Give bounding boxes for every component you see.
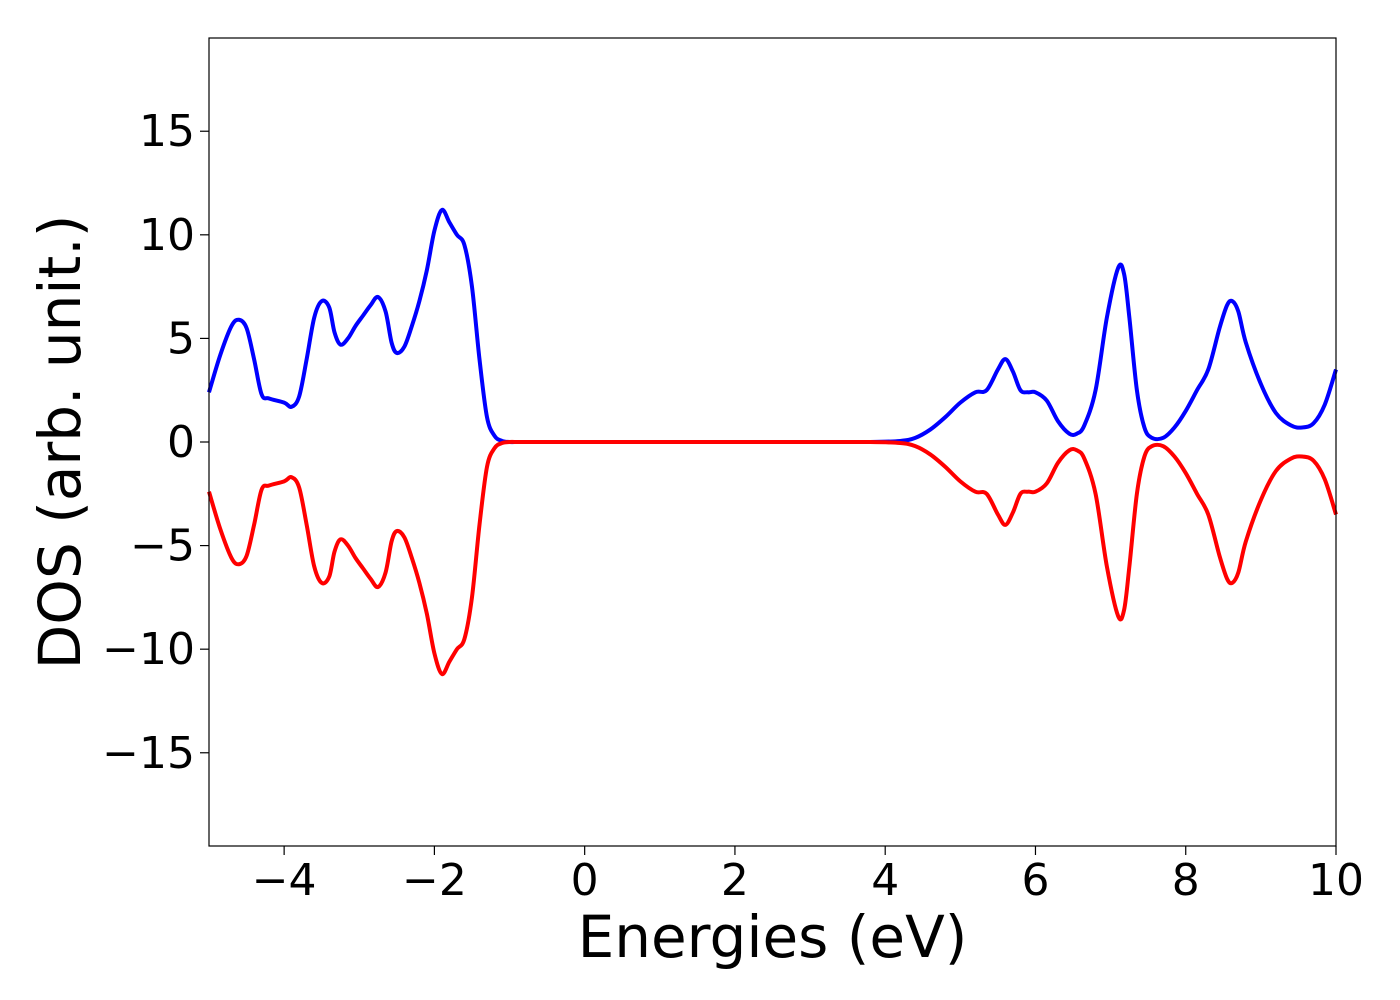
y-tick-label: 5 [167, 313, 195, 364]
tick-layer: −4 −2 0 2 4 6 8 10 −15 −10 −5 0 5 10 15 [102, 106, 1364, 906]
x-tick-label: 4 [871, 855, 899, 906]
x-tick-label: −2 [402, 855, 467, 906]
y-axis-label: DOS (arb. unit.) [26, 215, 94, 670]
x-tick-label: 10 [1308, 855, 1364, 906]
x-tick-label: 6 [1021, 855, 1049, 906]
x-tick-label: 8 [1172, 855, 1200, 906]
y-tick-label: −10 [102, 624, 195, 675]
plot-frame [208, 37, 1337, 847]
x-tick-label: 0 [571, 855, 599, 906]
y-tick-label: −5 [130, 521, 195, 572]
series-layer [207, 207, 1338, 677]
y-tick-label: −15 [102, 728, 195, 779]
x-tick-label: 2 [721, 855, 749, 906]
y-tick-label: 15 [139, 106, 195, 157]
x-tick-label: −4 [252, 855, 317, 906]
dos-series-line-blue [207, 207, 1338, 445]
x-axis-label: Energies (eV) [578, 903, 968, 971]
y-tick-label: 10 [139, 210, 195, 261]
dos-series-line-red [207, 439, 1338, 677]
y-tick-label: 0 [167, 417, 195, 468]
